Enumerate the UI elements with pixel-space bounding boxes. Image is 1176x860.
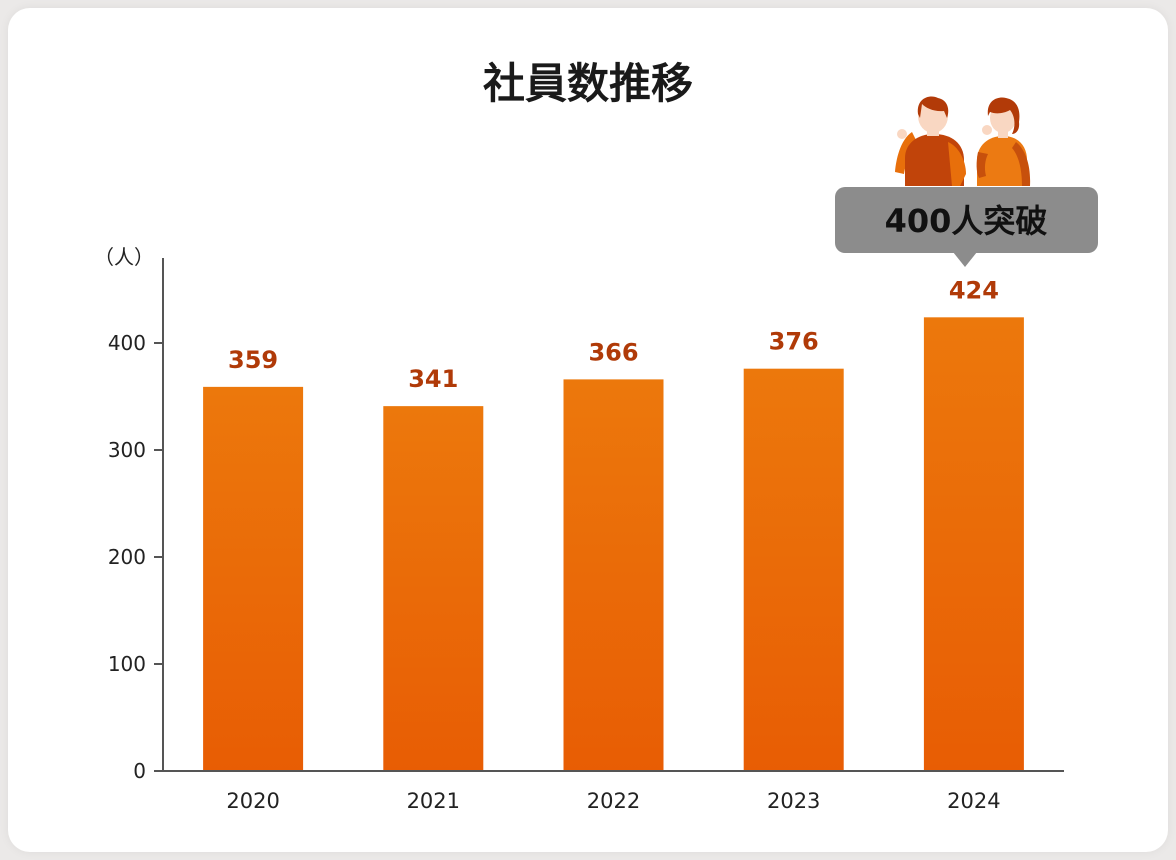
x-ticks-group: 2020 2021 2022 2023 2024 bbox=[226, 789, 1000, 813]
bar-2024 bbox=[923, 317, 1024, 771]
value-label-2024: 424 bbox=[949, 276, 999, 304]
value-label-2022: 366 bbox=[588, 338, 638, 366]
x-tick-label-2021: 2021 bbox=[407, 789, 460, 813]
bar-2020 bbox=[203, 386, 304, 771]
value-label-2023: 376 bbox=[769, 328, 819, 356]
x-tick-label-2023: 2023 bbox=[767, 789, 820, 813]
y-tick-label-400: 400 bbox=[108, 331, 146, 355]
bars-group bbox=[203, 317, 1024, 771]
callout-text: 400人突破 bbox=[885, 202, 1048, 240]
callout-bubble: 400人突破 bbox=[835, 187, 1098, 267]
bar-2021 bbox=[383, 406, 484, 771]
y-tick-label-300: 300 bbox=[108, 438, 146, 462]
x-tick-label-2020: 2020 bbox=[226, 789, 279, 813]
x-tick-label-2024: 2024 bbox=[947, 789, 1000, 813]
x-tick-label-2022: 2022 bbox=[587, 789, 640, 813]
bar-2023 bbox=[743, 368, 844, 771]
y-tick-label-100: 100 bbox=[108, 652, 146, 676]
bar-2022 bbox=[563, 379, 664, 771]
man-icon bbox=[895, 96, 966, 186]
y-tick-label-200: 200 bbox=[108, 545, 146, 569]
y-ticks-group: 0 100 200 300 400 bbox=[108, 331, 163, 783]
value-label-2020: 359 bbox=[228, 346, 278, 374]
woman-icon bbox=[976, 97, 1031, 186]
value-labels-group: 359 341 366 376 424 bbox=[228, 276, 999, 393]
y-axis-unit-label: （人） bbox=[94, 245, 154, 269]
y-tick-label-0: 0 bbox=[133, 759, 146, 783]
chart-title: 社員数推移 bbox=[483, 59, 693, 108]
value-label-2021: 341 bbox=[408, 365, 458, 393]
